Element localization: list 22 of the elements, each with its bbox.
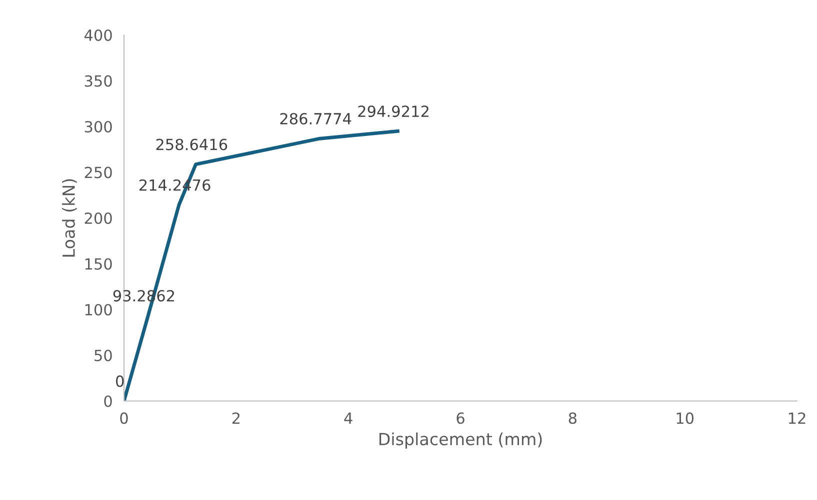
data-label: 258.6416: [156, 138, 228, 150]
y-tick-label: 400: [84, 29, 112, 42]
y-tick-label: 300: [84, 120, 112, 133]
data-label: 0: [116, 375, 124, 387]
y-tick-label: 150: [85, 258, 112, 270]
x-tick-label: 4: [344, 412, 352, 424]
y-tick-label: 0: [104, 395, 112, 408]
x-tick-label: 0: [120, 412, 128, 424]
x-tick-label: 12: [788, 412, 806, 424]
y-tick-label: 250: [84, 166, 112, 178]
y-axis-title: Load (kN): [62, 179, 77, 257]
y-tick-label: 100: [85, 304, 112, 316]
data-label: 294.9212: [358, 106, 428, 118]
y-tick-label: 200: [84, 212, 112, 224]
x-tick-label: 10: [676, 412, 694, 424]
data-label: 286.7774: [280, 112, 352, 125]
x-tick-label: 8: [568, 412, 576, 424]
y-tick-label: 50: [94, 350, 112, 362]
x-tick-label: 6: [456, 412, 464, 424]
y-tick-label: 350: [84, 75, 112, 87]
x-tick-label: 2: [232, 412, 240, 424]
x-axis-title: Displacement (mm): [379, 432, 542, 449]
